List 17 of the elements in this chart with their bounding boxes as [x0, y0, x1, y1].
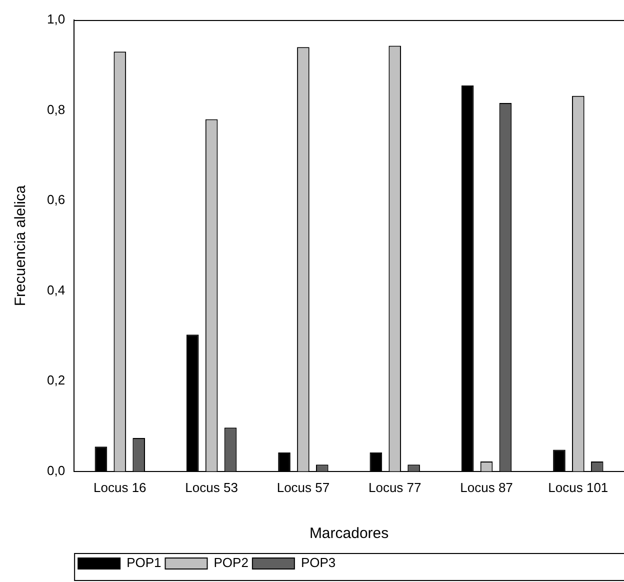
y-tick-label: 0,2 [46, 372, 66, 388]
x-tick-label: Locus 57 [276, 480, 330, 495]
legend-label: POP2 [214, 555, 248, 570]
y-tick-label: 0,0 [46, 462, 66, 478]
legend-label: POP1 [126, 555, 162, 570]
x-tick-label: Locus 16 [94, 480, 146, 495]
y-tick-label: 0,8 [46, 102, 66, 117]
y-tick-label: 0,6 [46, 192, 66, 208]
x-tick-label: Locus 87 [460, 480, 513, 495]
legend-label: POP3 [300, 555, 336, 570]
x-tick-label: Locus 53 [185, 480, 238, 495]
x-tick-label: Locus 77 [368, 480, 422, 495]
x-tick-label: Locus 101 [548, 480, 608, 495]
y-axis-title: Frecuencia alelica [12, 184, 30, 306]
y-tick-label: 1,0 [46, 12, 66, 27]
y-tick-label: 0,4 [46, 282, 66, 298]
x-axis-title: Marcadores [309, 525, 389, 542]
